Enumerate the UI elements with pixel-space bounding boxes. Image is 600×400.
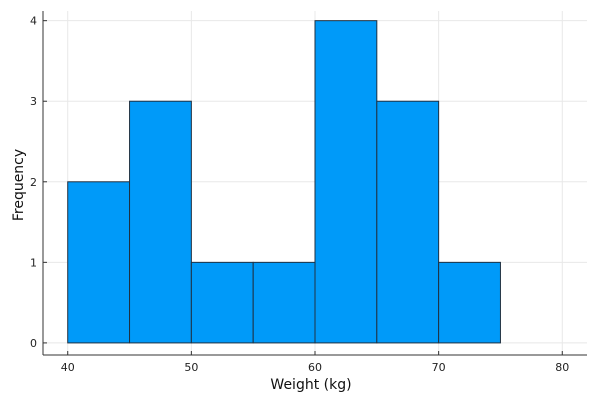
histogram-bar xyxy=(67,181,131,344)
x-axis-label: Weight (kg) xyxy=(270,377,351,393)
y-tick-label: 3 xyxy=(30,95,37,108)
histogram-bar xyxy=(190,261,254,344)
histogram-bars xyxy=(67,20,501,344)
tick-labels: 40 50 60 70 80 0 1 2 3 4 xyxy=(30,15,569,374)
y-tick-label: 0 xyxy=(30,337,37,350)
x-tick-label: 70 xyxy=(432,361,446,374)
x-tick-label: 60 xyxy=(308,361,322,374)
y-tick-label: 1 xyxy=(30,256,37,269)
x-tick-label: 40 xyxy=(61,361,75,374)
y-tick-label: 2 xyxy=(30,176,37,189)
axes xyxy=(42,11,587,356)
y-axis-label: Frequency xyxy=(11,149,27,221)
histogram-bar xyxy=(438,261,501,344)
histogram-bar xyxy=(376,100,440,344)
x-tick-label: 80 xyxy=(555,361,569,374)
y-tick-label: 4 xyxy=(30,15,37,28)
x-tick-label: 50 xyxy=(184,361,198,374)
histogram-bar xyxy=(314,20,378,344)
histogram-bar xyxy=(252,261,316,344)
histogram-bar xyxy=(129,100,192,344)
